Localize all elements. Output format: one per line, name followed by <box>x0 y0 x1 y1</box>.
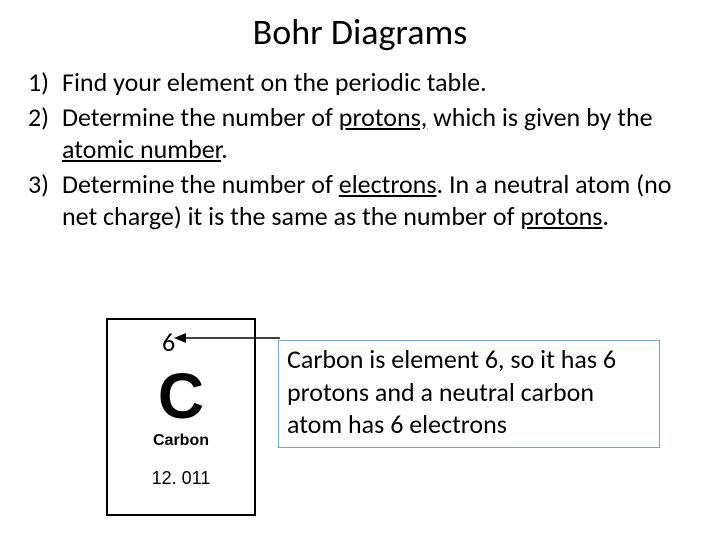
step-number: 3) <box>28 168 62 233</box>
steps-list: 1) Find your element on the periodic tab… <box>0 66 720 233</box>
page-title: Bohr Diagrams <box>0 10 720 54</box>
step-number: 2) <box>28 101 62 166</box>
callout-box: Carbon is element 6, so it has 6 protons… <box>278 340 660 448</box>
element-name: Carbon <box>108 432 254 450</box>
atomic-mass: 12. 011 <box>108 468 254 489</box>
element-symbol: C <box>108 364 254 428</box>
lower-region: 6 C Carbon 12. 011 Carbon is element 6, … <box>0 318 720 538</box>
step-3: 3) Determine the number of electrons. In… <box>28 168 700 233</box>
step-text: Find your element on the periodic table. <box>62 66 700 99</box>
step-1: 1) Find your element on the periodic tab… <box>28 66 700 99</box>
step-text: Determine the number of protons, which i… <box>62 101 700 166</box>
step-2: 2) Determine the number of protons, whic… <box>28 101 700 166</box>
step-text: Determine the number of electrons. In a … <box>62 168 700 233</box>
arrow-icon <box>172 328 282 348</box>
step-number: 1) <box>28 66 62 99</box>
